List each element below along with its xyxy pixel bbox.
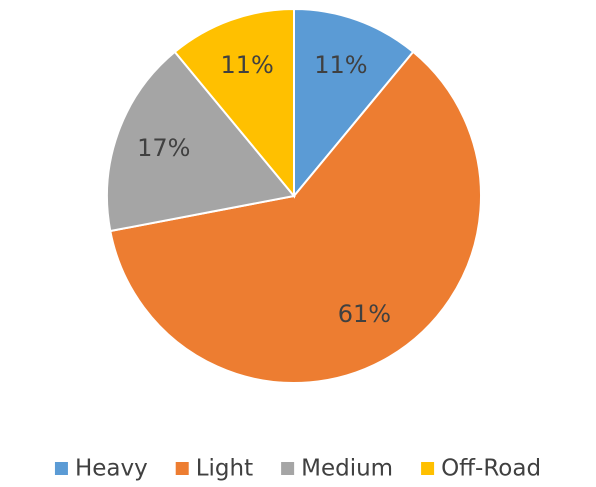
pie-slice — [173, 7, 295, 199]
legend-swatch — [54, 462, 68, 475]
pie-slice — [293, 7, 415, 199]
pie-slice — [106, 50, 296, 233]
data-label: 17% — [137, 134, 190, 162]
legend-label: Medium — [301, 456, 393, 482]
legend-label: Off-Road — [441, 456, 541, 482]
pie-slice — [109, 50, 482, 384]
legend-swatch — [421, 462, 435, 475]
data-label: 11% — [314, 51, 367, 79]
data-label: 61% — [338, 300, 391, 328]
legend-label: Light — [196, 456, 253, 482]
legend-label: Heavy — [75, 456, 148, 482]
legend-swatch — [175, 462, 189, 475]
legend-swatch — [281, 462, 295, 475]
data-label: 11% — [220, 51, 273, 79]
